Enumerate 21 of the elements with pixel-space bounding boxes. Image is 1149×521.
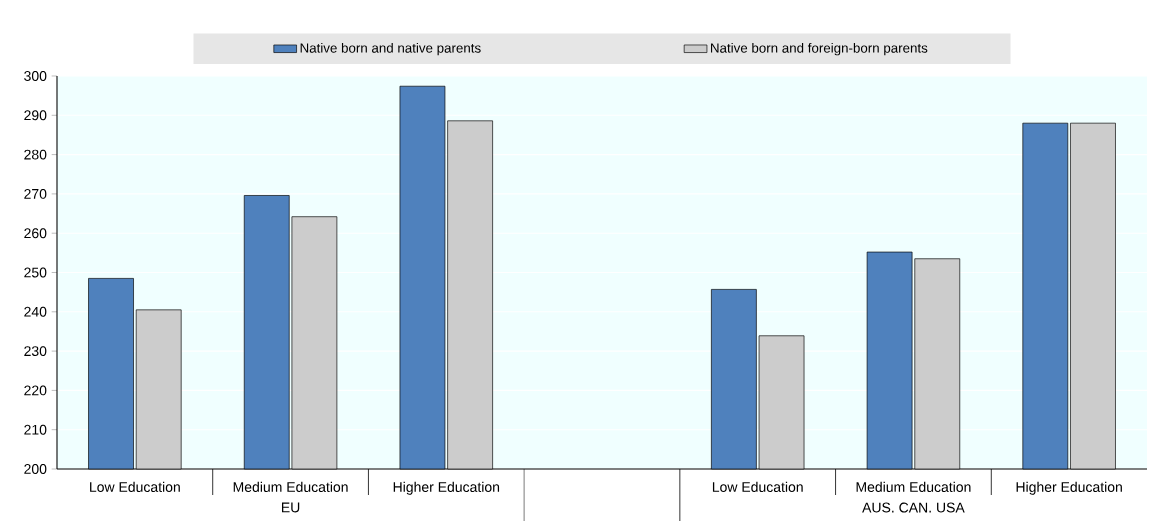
legend-label: Native born and foreign-born parents [711,42,928,56]
y-tick-label: 280 [24,149,47,160]
y-tick-label: 220 [24,385,47,396]
x-tick-label: Higher Education [1016,481,1122,495]
x-tick-label: Medium Education [856,481,971,492]
y-tick-label: 300 [24,71,47,81]
y-tick-label: 210 [24,424,47,435]
text: AUS. CAN. USA [862,502,965,513]
y-tick-label: 260 [24,228,47,239]
text: EU [282,502,300,513]
x-tick-label: Medium Education [233,481,348,492]
legend-label: Native born and native parents [300,42,481,56]
x-tick-label: Low Education [90,481,180,492]
y-tick-label: 270 [24,188,47,199]
y-tick-label: 200 [24,464,47,474]
x-tick-label: Higher Education [393,481,500,495]
y-tick-label: 240 [24,306,47,317]
x-tick-label: Low Education [712,481,803,492]
y-tick-label: 230 [24,346,47,357]
y-tick-label: 250 [24,267,47,278]
y-tick-label: 290 [24,110,47,121]
